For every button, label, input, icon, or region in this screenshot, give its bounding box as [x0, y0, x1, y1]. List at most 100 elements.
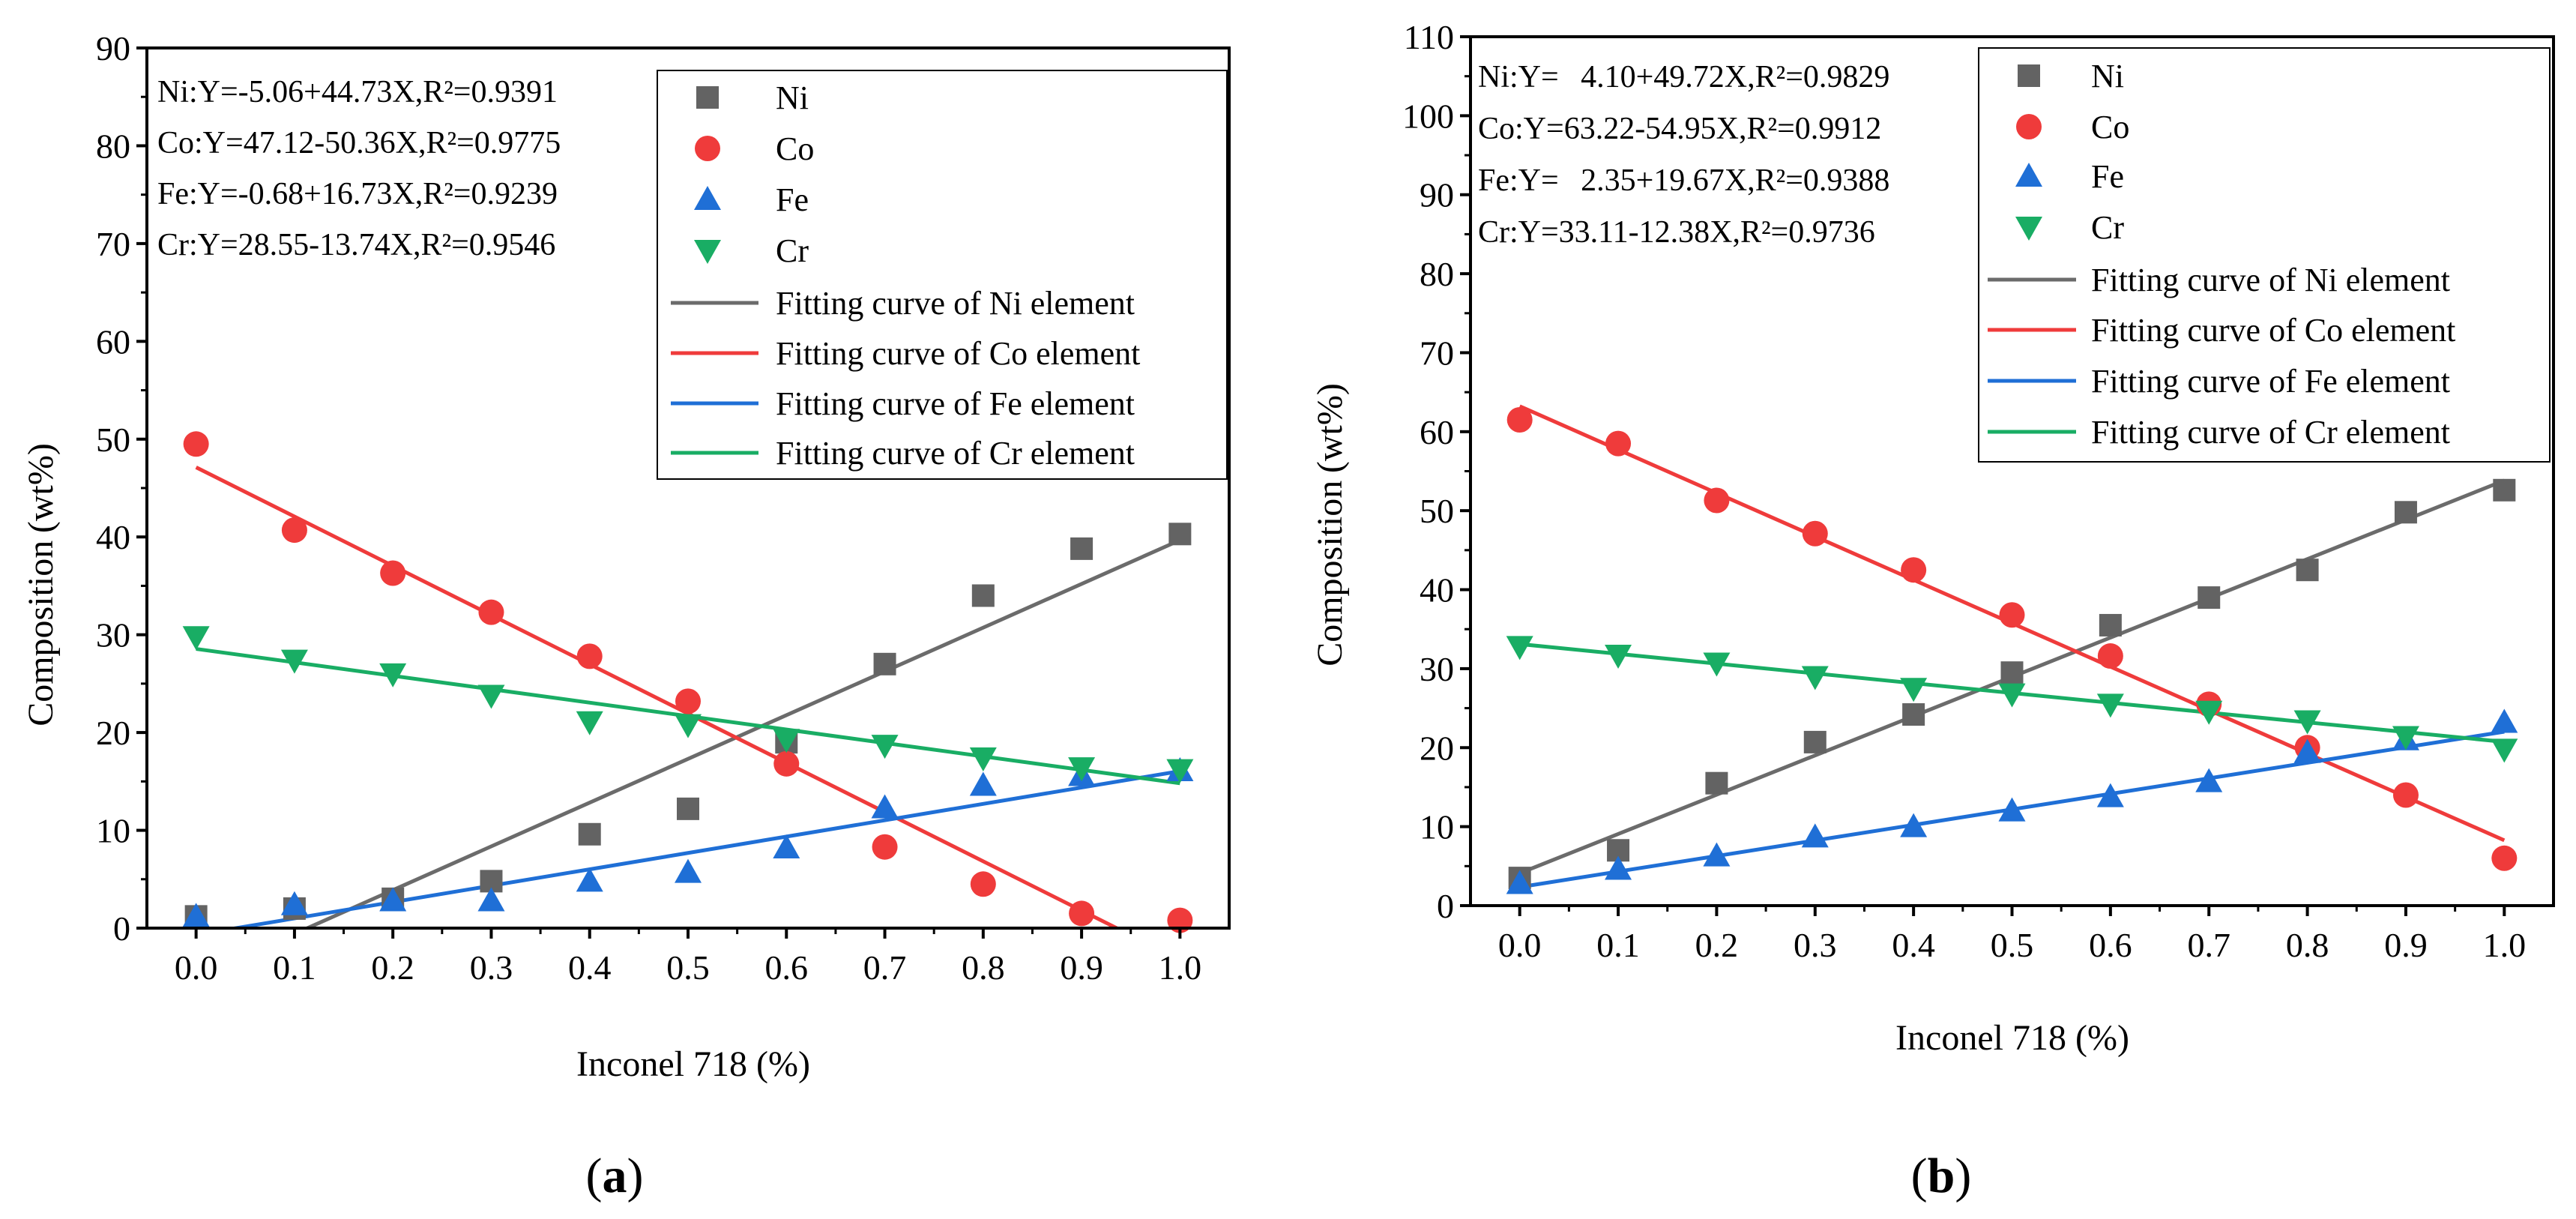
y-tick-label: 10	[1420, 808, 1454, 846]
data-point-fe	[2491, 708, 2518, 733]
data-point-co	[281, 517, 307, 544]
y-tick-label: 0	[1437, 887, 1454, 925]
y-tick-label: 70	[1420, 334, 1454, 372]
data-point-cr	[1605, 644, 1632, 669]
data-point-fe	[2293, 738, 2321, 763]
legend-box	[657, 70, 1228, 480]
fit-line-fe	[224, 769, 1180, 928]
x-tick-label: 0.1	[273, 948, 316, 987]
x-tick-label: 0.5	[1991, 926, 2034, 964]
data-point-fe	[2096, 783, 2124, 807]
y-axis-title: Composition (wt%)	[1310, 383, 1350, 666]
data-point-co	[2392, 782, 2419, 808]
x-tick-label: 1.0	[2483, 926, 2527, 964]
x-tick-label: 0.9	[2384, 926, 2428, 964]
data-point-fe	[1605, 855, 1632, 880]
y-tick-label: 30	[1420, 650, 1454, 688]
equation-cr: Cr:Y=33.11-12.38X,R²=0.9736	[1478, 215, 1875, 250]
legend-label-ni: Ni	[776, 79, 809, 116]
data-point-co	[1999, 602, 2025, 628]
data-point-fe	[379, 887, 407, 912]
data-point-co	[576, 643, 603, 669]
data-point-co	[675, 688, 701, 714]
data-point-fe	[1801, 823, 1829, 848]
data-point-ni	[2296, 559, 2319, 582]
data-point-fe	[182, 903, 210, 927]
y-tick-label: 70	[96, 225, 130, 263]
data-point-ni	[1070, 537, 1094, 560]
data-point-fe	[871, 794, 899, 819]
x-axis-title: Inconel 718 (%)	[576, 1044, 810, 1084]
data-point-ni	[971, 584, 995, 607]
data-points	[182, 431, 1194, 933]
x-tick-label: 0.3	[470, 948, 513, 987]
y-tick-label: 0	[113, 909, 130, 948]
data-point-ni	[578, 822, 601, 846]
data-point-co	[970, 871, 996, 897]
legend-label-co: Co	[776, 130, 814, 167]
data-point-ni	[2000, 661, 2024, 684]
data-point-cr	[1998, 683, 2026, 708]
legend-fit-label-cr: Fitting curve of Cr element	[2091, 414, 2450, 451]
data-point-co	[773, 750, 800, 777]
legend-marker-co	[695, 136, 720, 161]
legend-label-fe: Fe	[776, 181, 809, 218]
data-point-fe	[280, 891, 308, 915]
equation-cr: Cr:Y=28.55-13.74X,R²=0.9546	[157, 228, 555, 262]
x-tick-label: 0.3	[1794, 926, 1837, 964]
data-point-cr	[280, 649, 308, 674]
y-tick-label: 80	[1420, 255, 1454, 293]
data-point-cr	[2491, 738, 2518, 763]
data-point-cr	[1703, 652, 1731, 677]
legend: Ni Co Fe Cr Fitting curve of Ni element Fitti…	[657, 70, 1228, 480]
data-point-cr	[182, 626, 210, 651]
y-tick-label: 80	[96, 127, 130, 165]
equation-fe: Fe:Y= 2.35+19.67X,R²=0.9388	[1478, 163, 1889, 198]
x-tick-label: 0.7	[2187, 926, 2230, 964]
legend-marker-ni	[696, 86, 719, 109]
panel-letter-b: b	[1928, 1149, 1955, 1203]
legend-marker-fe	[694, 186, 721, 210]
legend: Ni Co Fe Cr Fitting curve of Ni element Fitti…	[1978, 47, 2551, 463]
data-point-cr	[2195, 700, 2223, 725]
y-tick-label: 40	[96, 518, 130, 556]
data-point-cr	[2392, 726, 2419, 750]
x-tick-label: 0.0	[1498, 926, 1542, 964]
legend-box	[1978, 47, 2551, 463]
data-point-co	[1901, 557, 1927, 583]
data-point-fe	[1900, 813, 1928, 837]
data-point-fe	[1703, 842, 1731, 867]
legend-fit-label-fe: Fitting curve of Fe element	[2091, 363, 2450, 400]
data-point-ni	[2099, 613, 2122, 636]
legend-label-cr: Cr	[776, 232, 809, 269]
equation-co: Co:Y=47.12-50.36X,R²=0.9775	[157, 126, 561, 160]
legend-label-cr: Cr	[2091, 209, 2124, 246]
legend-fit-label-co: Fitting curve of Co element	[2091, 312, 2455, 349]
data-point-fe	[477, 887, 505, 912]
legend-marker-cr	[694, 240, 721, 264]
y-tick-label: 20	[96, 714, 130, 752]
legend-marker-fe	[2015, 163, 2042, 187]
x-tick-label: 0.6	[765, 948, 809, 987]
fit-line-ni	[302, 538, 1181, 928]
equation-ni: Ni:Y=-5.06+44.73X,R²=0.9391	[157, 75, 558, 109]
data-point-fe	[675, 858, 702, 883]
data-point-fe	[576, 867, 603, 892]
chart-panel-b: Composition (wt%) Inconel 718 (%) (b) 0 1…	[1310, 18, 2555, 1203]
data-point-ni	[2394, 501, 2417, 524]
data-point-fe	[1506, 870, 1533, 894]
legend-label-fe: Fe	[2091, 158, 2124, 195]
data-point-co	[1506, 407, 1533, 433]
data-point-ni	[677, 797, 699, 820]
data-point-co	[380, 560, 406, 586]
data-point-co	[183, 431, 209, 457]
data-point-ni	[2493, 478, 2516, 502]
x-tick-label: 0.1	[1596, 926, 1640, 964]
x-tick-label: 0.5	[666, 948, 710, 987]
equation-ni: Ni:Y= 4.10+49.72X,R²=0.9829	[1478, 60, 1889, 94]
y-tick-label: 110	[1404, 18, 1454, 56]
x-axis-title: Inconel 718 (%)	[1895, 1018, 2129, 1058]
data-point-cr	[1900, 678, 1928, 702]
data-point-fe	[1998, 797, 2026, 822]
